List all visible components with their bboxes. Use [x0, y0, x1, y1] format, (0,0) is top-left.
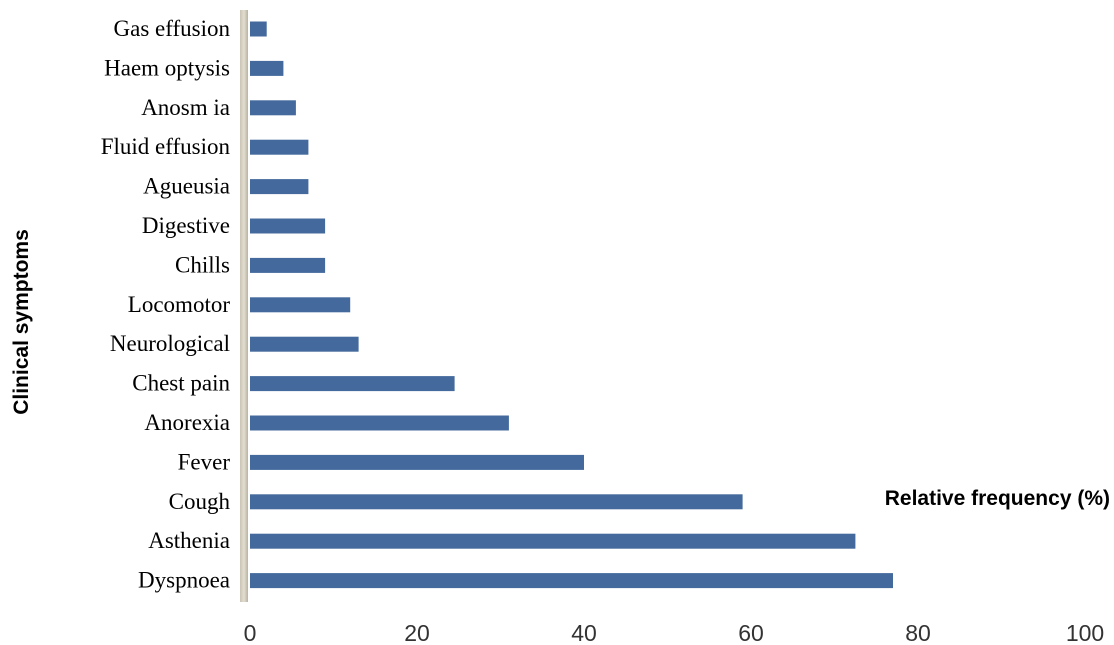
category-label: Anorexia [144, 410, 230, 435]
category-label: Digestive [142, 213, 230, 238]
category-label: Chills [175, 252, 230, 277]
bar [250, 454, 584, 470]
bar [250, 376, 455, 392]
x-tick-label: 60 [738, 620, 764, 645]
bar [250, 100, 296, 116]
bar [250, 297, 351, 313]
category-label: Asthenia [148, 528, 230, 553]
bar [250, 533, 856, 549]
category-label: Anosm ia [141, 95, 230, 120]
category-label: Fever [178, 449, 231, 474]
category-label: Chest pain [132, 371, 230, 396]
bar [250, 336, 359, 352]
bar [250, 415, 509, 431]
bar [250, 257, 326, 273]
x-axis-title: Relative frequency (%) [885, 487, 1110, 510]
category-labels: Gas effusion Haem optysis Anosm ia Fluid ef… [101, 16, 231, 593]
y-axis-line [240, 10, 248, 602]
x-tick-labels: 0 20 40 60 80 100 [244, 620, 1105, 645]
bar [250, 139, 309, 155]
category-label: Neurological [110, 331, 230, 356]
category-label: Gas effusion [114, 16, 231, 41]
y-axis-title: Clinical symptoms [10, 229, 33, 415]
x-tick-label: 40 [571, 620, 597, 645]
bar [250, 218, 326, 234]
category-label: Locomotor [128, 292, 231, 317]
bar [250, 573, 893, 589]
x-tick-label: 80 [905, 620, 931, 645]
category-label: Haem optysis [104, 55, 230, 80]
category-label: Fluid effusion [101, 134, 231, 159]
bar [250, 60, 284, 76]
x-tick-label: 0 [244, 620, 257, 645]
bar [250, 179, 309, 195]
category-label: Dyspnoea [138, 568, 230, 593]
x-tick-label: 100 [1066, 620, 1104, 645]
category-label: Agueusia [143, 174, 230, 199]
category-label: Cough [169, 489, 231, 514]
bar [250, 21, 267, 37]
bars [250, 21, 893, 589]
bar [250, 494, 743, 510]
x-tick-label: 20 [404, 620, 430, 645]
